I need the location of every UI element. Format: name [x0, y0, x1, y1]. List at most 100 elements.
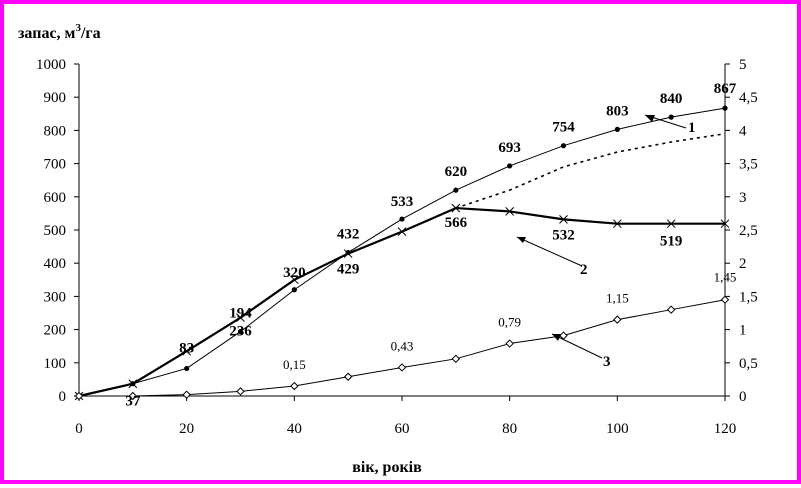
series-1-point	[668, 114, 674, 120]
series-3-point	[613, 315, 622, 324]
point-label: 432	[337, 227, 360, 243]
series-3-point	[397, 363, 407, 372]
point-label: 1,45	[714, 270, 737, 285]
y-tick-label: 300	[44, 289, 67, 305]
series-2-point	[397, 227, 407, 237]
series-2-point	[720, 219, 730, 229]
series-3-point	[236, 387, 245, 396]
callout-2-arrowhead	[517, 237, 526, 243]
y-tick-label: 500	[44, 223, 67, 239]
hatch-line	[537, 153, 725, 209]
series-1-point	[507, 163, 513, 169]
series-2-point	[182, 346, 192, 356]
callout-3-arrow	[551, 333, 603, 359]
hatch-line	[559, 153, 725, 209]
y2-tick-label: 0	[739, 389, 747, 405]
series-2-point	[289, 275, 299, 285]
series-1-point	[614, 126, 620, 133]
point-label: 803	[606, 103, 629, 119]
point-label: 566	[445, 215, 468, 231]
y2-tick-label: 3	[739, 190, 747, 206]
y2-tick-label: 2	[739, 256, 747, 272]
series-3-point	[74, 391, 84, 401]
point-label: 693	[498, 140, 521, 156]
series-3-point	[182, 390, 191, 399]
axis-ticks: 0 20 40 60 80 100 1200100200300400500600700800…	[36, 57, 758, 437]
series-line-dotted-continuation	[455, 132, 726, 209]
point-label: 519	[660, 234, 683, 250]
callout-1-arrowhead	[645, 115, 655, 122]
hatch-line	[515, 153, 725, 209]
series-3-point	[128, 391, 138, 401]
point-labels: 37 83 194 236 320 432 429 533 620 566 693 754 532 803…	[125, 81, 736, 410]
point-label: 0,79	[498, 315, 521, 330]
series-3-point	[451, 354, 461, 364]
callout-2-label: 2	[580, 262, 588, 278]
point-label: 320	[283, 265, 306, 281]
x-tick-label: 20	[179, 421, 194, 437]
y-tick-label: 800	[44, 123, 67, 139]
point-label: 83	[179, 340, 194, 356]
point-label: 0,15	[283, 357, 306, 372]
point-label: 194	[229, 306, 252, 322]
series-3-point	[505, 339, 514, 348]
hatch-line	[455, 153, 725, 209]
point-label: 620	[445, 164, 468, 180]
series-1-point	[345, 249, 351, 256]
hatch-line	[455, 153, 715, 209]
callout-3-arrowhead	[552, 334, 561, 341]
callout-3-label: 3	[603, 354, 611, 370]
series-2-point	[128, 379, 138, 389]
x-tick-label: 120	[714, 421, 737, 437]
series-1-point	[291, 287, 297, 293]
y2-tick-label: 1,5	[739, 289, 758, 305]
series-1-point	[453, 187, 459, 193]
y2-tick-label: 3,5	[739, 157, 758, 173]
series-1-point	[560, 143, 567, 149]
series-1-point	[184, 365, 190, 372]
y-tick-label: 900	[44, 90, 67, 106]
y2-tick-label: 0,5	[739, 356, 758, 372]
series-3-point	[290, 381, 299, 391]
point-label: 429	[337, 262, 360, 278]
x-tick-label: 0	[75, 421, 83, 437]
point-label: 0,43	[391, 338, 414, 353]
point-label: 532	[552, 227, 575, 243]
callout-1-label: 1	[688, 120, 696, 136]
series-2-point	[666, 219, 676, 229]
series-1-point	[237, 328, 244, 335]
y-axis-title: запас, м3/га	[18, 22, 101, 42]
y-tick-label: 1000	[36, 57, 66, 73]
y-tick-label: 100	[44, 356, 67, 372]
y2-tick-label: 4,5	[739, 90, 758, 106]
point-label: 533	[391, 194, 414, 210]
series-1-point	[722, 105, 728, 111]
callout-2-arrow	[516, 236, 583, 267]
point-label: 754	[552, 120, 575, 136]
hatch-line	[669, 153, 725, 209]
series-3-point	[720, 295, 730, 304]
y2-tick-label: 2,5	[739, 223, 758, 239]
series-2-point	[612, 219, 622, 229]
y2-tick-label: 4	[739, 123, 747, 139]
x-axis-title: вік, років	[352, 459, 422, 476]
hatch-line	[581, 153, 725, 209]
callouts: 1 2 3	[516, 114, 696, 370]
y-tick-label: 400	[44, 256, 67, 272]
y-tick-label: 600	[44, 190, 67, 206]
hatch-line	[455, 153, 725, 209]
point-label: 236	[229, 324, 252, 340]
y-tick-label: 0	[59, 389, 67, 405]
hatch-line	[603, 153, 725, 209]
point-label: 1,15	[606, 291, 629, 306]
x-tick-label: 80	[502, 421, 517, 437]
series-2-point	[559, 215, 568, 224]
hatch-line	[625, 153, 725, 209]
y2-tick-label: 5	[739, 57, 747, 73]
series-markers	[74, 105, 730, 401]
point-label: 867	[714, 81, 737, 97]
x-tick-label: 60	[395, 421, 410, 437]
series-2-point	[505, 207, 515, 216]
series-2-point	[236, 313, 245, 323]
